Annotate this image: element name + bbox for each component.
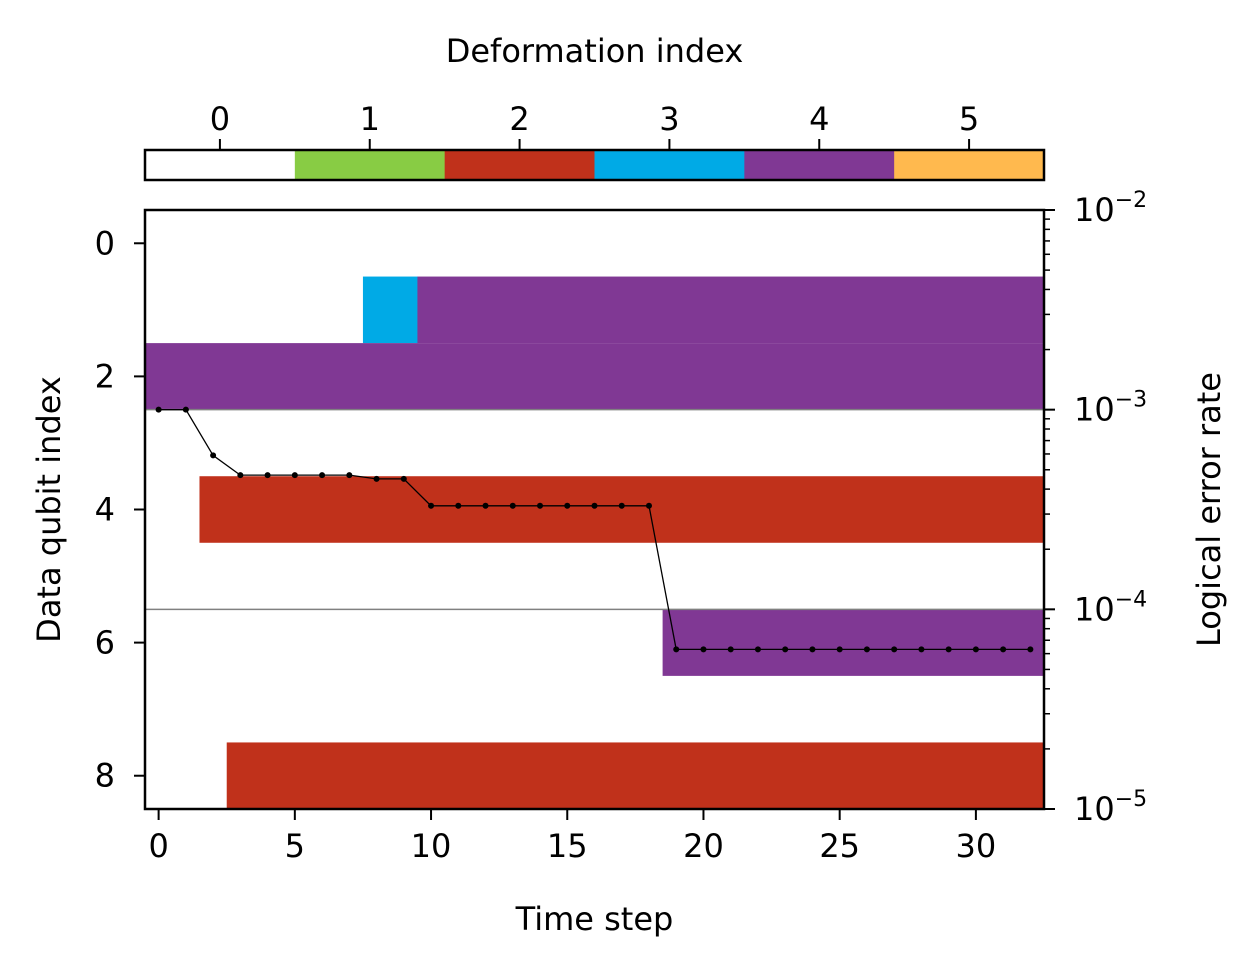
colorbar-tick-label: 5: [959, 100, 979, 138]
x-tick-label: 25: [819, 827, 860, 865]
error-rate-point: [509, 502, 516, 509]
x-tick-label: 15: [547, 827, 588, 865]
error-rate-point: [918, 646, 925, 653]
error-rate-point: [428, 502, 435, 509]
right-tick-label: 10−5: [1074, 787, 1147, 828]
error-rate-point: [700, 646, 707, 653]
y-tick-label: 2: [95, 357, 115, 395]
colorbar-tick-label: 4: [809, 100, 829, 138]
y-tick-label: 6: [95, 624, 115, 662]
right-tick-label: 10−2: [1074, 188, 1147, 229]
x-tick-label: 20: [683, 827, 724, 865]
error-rate-point: [237, 472, 244, 479]
heatmap-cell: [362, 276, 418, 344]
row-separators: [145, 408, 1044, 611]
colorbar-segments: [145, 150, 1045, 180]
error-rate-point: [155, 406, 162, 413]
x-tick-label: 5: [285, 827, 305, 865]
error-rate-point: [482, 502, 489, 509]
heatmap-cells: [145, 276, 1045, 809]
error-rate-point: [809, 646, 816, 653]
y-axis-label: Data qubit index: [30, 376, 68, 643]
error-rate-point: [645, 502, 652, 509]
x-axis-label: Time step: [515, 900, 674, 938]
error-rate-series: [155, 406, 1034, 653]
error-rate-point: [945, 646, 952, 653]
x-tick-label: 10: [411, 827, 452, 865]
heatmap-plot: 0 5 10 15 20 25 30 0 2 4 6 8 10−5 10−4 10−3 10−2 Time…: [30, 188, 1228, 938]
error-rate-point: [319, 472, 326, 479]
y-tick-label: 8: [95, 757, 115, 795]
y-tick-label: 4: [95, 491, 115, 529]
error-rate-point: [673, 646, 680, 653]
colorbar-tick-label: 3: [659, 100, 679, 138]
x-tick-label: 30: [956, 827, 997, 865]
heatmap-cell: [145, 343, 1045, 410]
colorbar: Deformation index 0 1 2 3 4 5: [143, 32, 1046, 182]
error-rate-point: [537, 502, 544, 509]
colorbar-segment: [145, 150, 296, 180]
error-rate-point: [972, 646, 979, 653]
colorbar-segment: [744, 150, 895, 180]
error-rate-point: [264, 472, 271, 479]
error-rate-point: [564, 502, 571, 509]
right-tick-label: 10−4: [1074, 587, 1147, 628]
colorbar-tick-label: 1: [360, 100, 380, 138]
heatmap-cell: [226, 742, 1045, 809]
colorbar-ticks: 0 1 2 3 4 5: [210, 100, 979, 150]
colorbar-frame: [143, 148, 1046, 182]
y-axis-ticks: 0 2 4 6 8: [95, 224, 145, 795]
error-rate-point: [727, 646, 734, 653]
colorbar-tick-label: 2: [509, 100, 529, 138]
error-rate-point: [618, 502, 625, 509]
error-rate-point: [891, 646, 898, 653]
heatmap-cell: [199, 476, 1045, 543]
colorbar-segment: [444, 150, 596, 180]
error-rate-point: [210, 452, 217, 459]
error-rate-point: [836, 646, 843, 653]
heatmap-cell: [662, 609, 1045, 676]
heatmap-cell: [417, 276, 1045, 344]
error-rate-point: [373, 475, 380, 482]
error-rate-point: [346, 472, 353, 479]
right-tick-label: 10−3: [1074, 388, 1147, 429]
error-rate-point: [182, 406, 189, 413]
error-rate-point: [400, 475, 407, 482]
error-rate-point: [1027, 646, 1034, 653]
colorbar-segment: [894, 150, 1045, 180]
right-axis-label: Logical error rate: [1190, 372, 1228, 647]
error-rate-point: [782, 646, 789, 653]
x-tick-label: 0: [148, 827, 168, 865]
error-rate-point: [1000, 646, 1007, 653]
error-rate-point: [591, 502, 598, 509]
error-rate-point: [455, 502, 462, 509]
colorbar-label: Deformation index: [446, 32, 744, 70]
right-axis-ticks: 10−5 10−4 10−3 10−2: [1044, 188, 1147, 828]
colorbar-segment: [594, 150, 745, 180]
error-rate-point: [291, 472, 298, 479]
x-axis-ticks: 0 5 10 15 20 25 30: [148, 809, 996, 865]
y-tick-label: 0: [95, 224, 115, 262]
error-rate-point: [754, 646, 761, 653]
error-rate-point: [863, 646, 870, 653]
colorbar-tick-label: 0: [210, 100, 230, 138]
colorbar-segment: [294, 150, 446, 180]
